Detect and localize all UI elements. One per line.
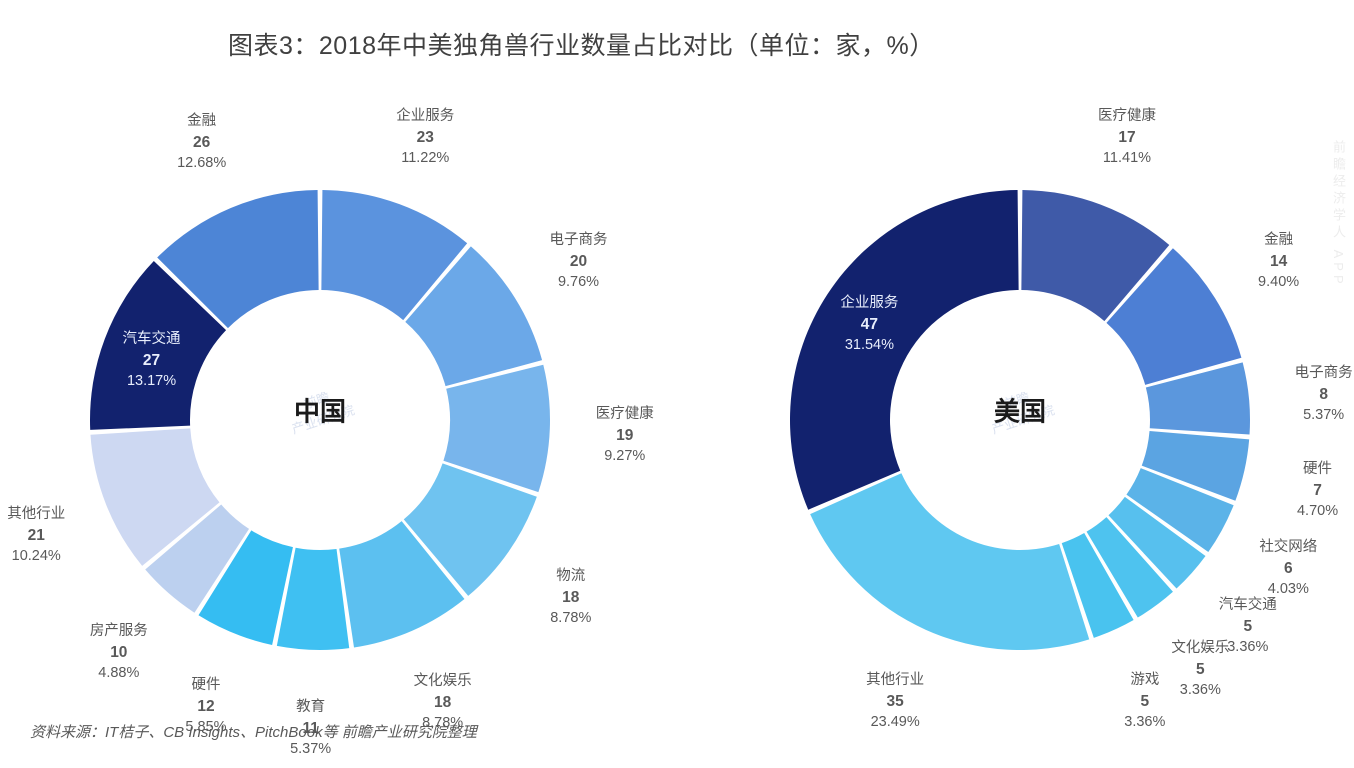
usa-chart-container: 美国 前瞻 产业研究院 医疗健康 17 11.41% 金融 14 9.40% 电子商务 8 5.… — [710, 110, 1330, 710]
footer-text: 资料来源：IT桔子、CB Insights、PitchBook等 前瞻产业研究院… — [30, 721, 477, 742]
usa-center-label: 美国 — [994, 392, 1046, 429]
chart-title: 图表3：2018年中美独角兽行业数量占比对比（单位：家，%） — [228, 26, 935, 62]
segment-label-其他行业: 其他行业 21 10.24% — [7, 504, 65, 567]
china-chart-container: 中国 前瞻 产业研究院 企业服务 23 11.22% 电子商务 20 9.76% 医疗健康 1… — [10, 110, 630, 710]
segment-label-社交网络: 社交网络 6 4.03% — [1259, 537, 1317, 600]
segment-label-金融: 金融 26 12.68% — [177, 111, 226, 174]
china-center-label: 中国 — [294, 392, 346, 429]
segment-label-房产服务: 房产服务 10 4.88% — [90, 621, 148, 684]
segment-label-医疗健康: 医疗健康 17 11.41% — [1098, 106, 1156, 169]
segment-label-电子商务: 电子商务 8 5.37% — [1295, 363, 1353, 426]
segment-label-其他行业: 其他行业 35 23.49% — [866, 670, 924, 733]
segment-label-电子商务: 电子商务 20 9.76% — [550, 230, 608, 293]
pie-segment-企业服务[interactable] — [790, 190, 1019, 510]
segment-label-医疗健康: 医疗健康 19 9.27% — [596, 404, 654, 467]
segment-label-文化娱乐: 文化娱乐 5 3.36% — [1171, 638, 1229, 701]
segment-label-企业服务: 企业服务 23 11.22% — [396, 106, 454, 169]
segment-label-金融: 金融 14 9.40% — [1258, 230, 1299, 293]
segment-label-游戏: 游戏 5 3.36% — [1124, 670, 1165, 733]
segment-label-硬件: 硬件 7 4.70% — [1297, 459, 1338, 522]
segment-label-物流: 物流 18 8.78% — [550, 566, 591, 629]
side-watermark: 前瞻经济学人 APP — [1329, 140, 1348, 288]
segment-label-汽车交通: 汽车交通 27 13.17% — [123, 329, 181, 392]
segment-label-企业服务: 企业服务 47 31.54% — [840, 293, 898, 356]
pie-segment-其他行业[interactable] — [810, 473, 1089, 650]
